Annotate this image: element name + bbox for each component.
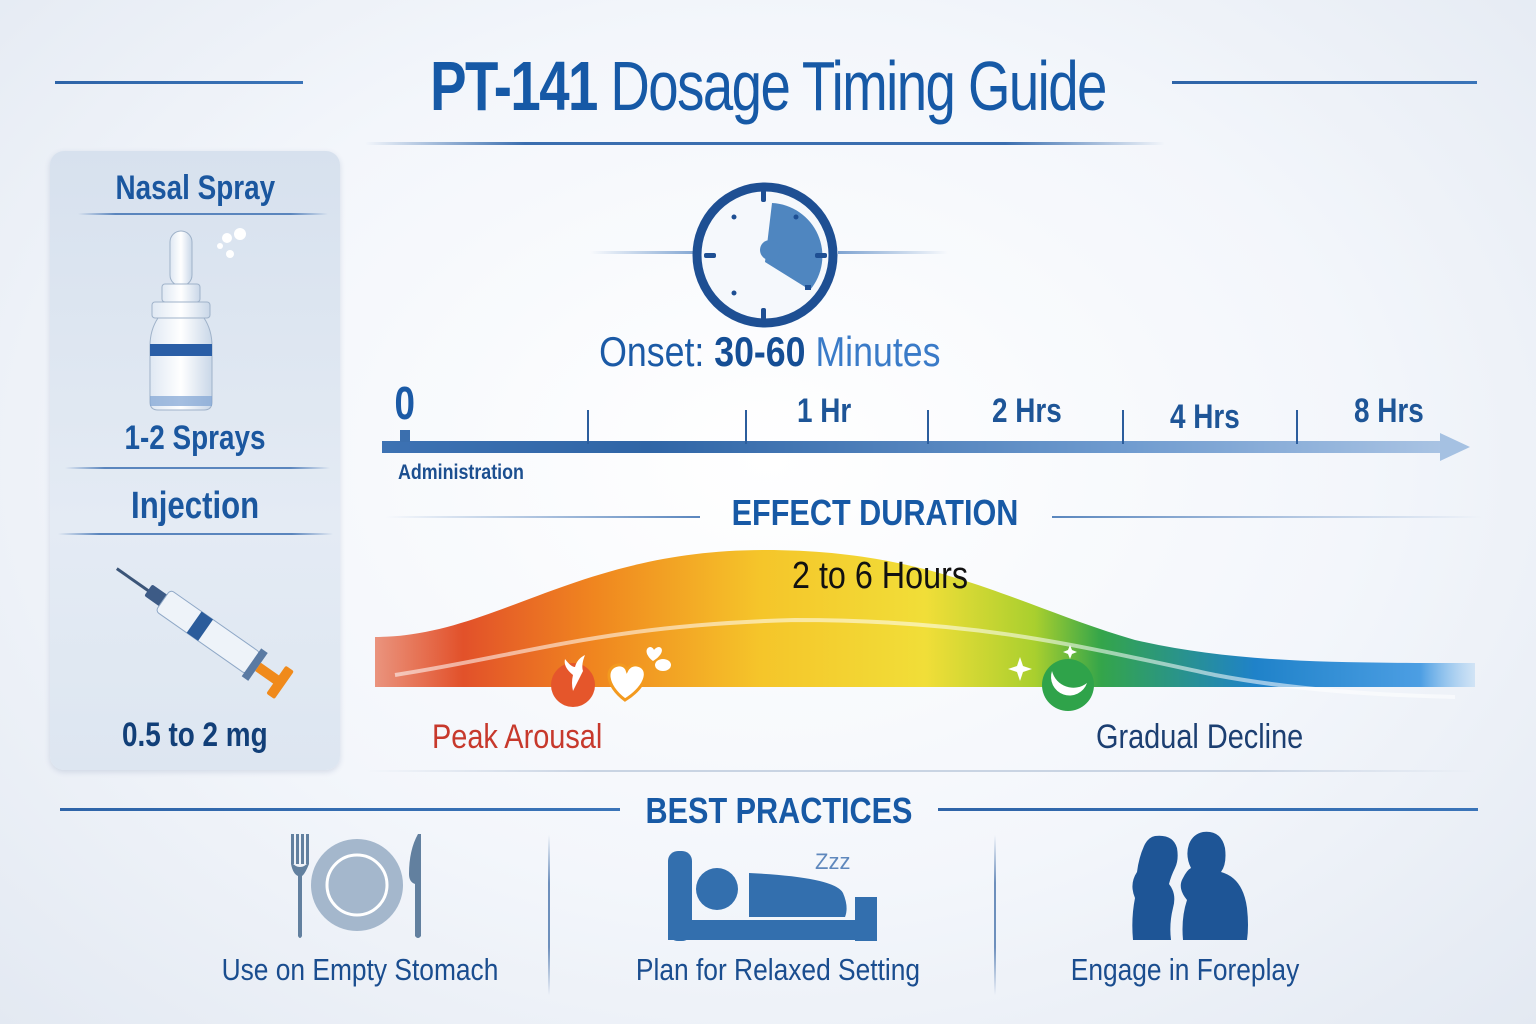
syringe-icon	[115, 567, 294, 699]
divider	[78, 213, 328, 215]
injection-title: Injection	[130, 485, 260, 527]
onset-label: Onset:	[599, 328, 705, 375]
effect-curve-chart	[375, 550, 1475, 711]
timeline-marker-2hrs: 2 Hrs	[992, 392, 1062, 430]
best-practices-rule-right	[938, 808, 1478, 811]
best-practices-heading: BEST PRACTICES	[645, 790, 913, 831]
effect-rule-right	[1052, 516, 1482, 518]
gradual-decline-label: Gradual Decline	[1096, 718, 1304, 756]
effect-duration-heading: EFFECT DURATION	[731, 492, 1019, 533]
title-underline	[365, 142, 1165, 145]
title-text: Dosage Timing Guide	[596, 47, 1107, 125]
clock-rule-left	[590, 251, 700, 254]
timeline-bar	[382, 441, 1442, 453]
timeline-tick	[1122, 410, 1124, 444]
effect-duration-value: 2 to 6 Hours	[792, 555, 968, 597]
nasal-spray-title: Nasal Spray	[115, 169, 275, 207]
timeline-arrow-icon	[1440, 433, 1470, 461]
timeline-tick	[745, 410, 747, 444]
peak-arousal-label: Peak Arousal	[432, 718, 603, 756]
timeline-marker-8hrs: 8 Hrs	[1354, 392, 1424, 430]
sleeping-bed-icon: Zzz	[668, 849, 877, 941]
plate-fork-knife-icon	[291, 834, 421, 938]
title-rule-right	[1172, 81, 1477, 84]
practice-divider	[548, 835, 550, 995]
administration-caption: Administration	[398, 461, 524, 484]
practice-label-relaxed-setting: Plan for Relaxed Setting	[635, 952, 921, 987]
practice-label-foreplay: Engage in Foreplay	[1070, 952, 1300, 987]
title-rule-left	[55, 81, 303, 84]
onset-text: Onset: 30-60 Minutes	[560, 328, 980, 376]
timeline-marker-4hrs: 4 Hrs	[1170, 398, 1240, 436]
flame-icon	[551, 655, 595, 707]
onset-unit: Minutes	[815, 328, 941, 375]
best-practices-rule-left	[60, 808, 620, 811]
clock-rule-right	[838, 251, 948, 254]
svg-text:Zzz: Zzz	[815, 849, 850, 874]
divider	[65, 467, 330, 469]
timeline-start-value: 0	[394, 377, 416, 429]
onset-range: 30-60	[714, 328, 806, 375]
timeline-tick	[1296, 410, 1298, 444]
couple-silhouette-icon	[1132, 831, 1248, 940]
effect-rule-left	[385, 516, 700, 518]
moon-icon	[1039, 659, 1100, 711]
section-divider	[365, 770, 1475, 772]
divider	[58, 533, 333, 535]
heart-icon	[607, 647, 671, 702]
nasal-dose: 1-2 Sprays	[124, 419, 266, 457]
clock-icon	[692, 182, 838, 328]
administration-panel: Nasal Spray 1-2 Sprays Injection 0.5 to …	[50, 151, 340, 770]
start-marker	[400, 430, 410, 442]
timeline-tick	[587, 410, 589, 444]
timeline-marker-1hr: 1 Hr	[797, 392, 852, 430]
practice-label-empty-stomach: Use on Empty Stomach	[221, 952, 499, 987]
timeline-tick	[927, 410, 929, 444]
nasal-spray-bottle-icon	[149, 228, 246, 411]
page-title: PT-141 Dosage Timing Guide	[169, 46, 1367, 126]
sparkle-icon	[1008, 645, 1077, 681]
injection-dose: 0.5 to 2 mg	[122, 716, 268, 754]
practice-divider	[994, 835, 996, 995]
title-drug-name: PT-141	[430, 47, 598, 125]
